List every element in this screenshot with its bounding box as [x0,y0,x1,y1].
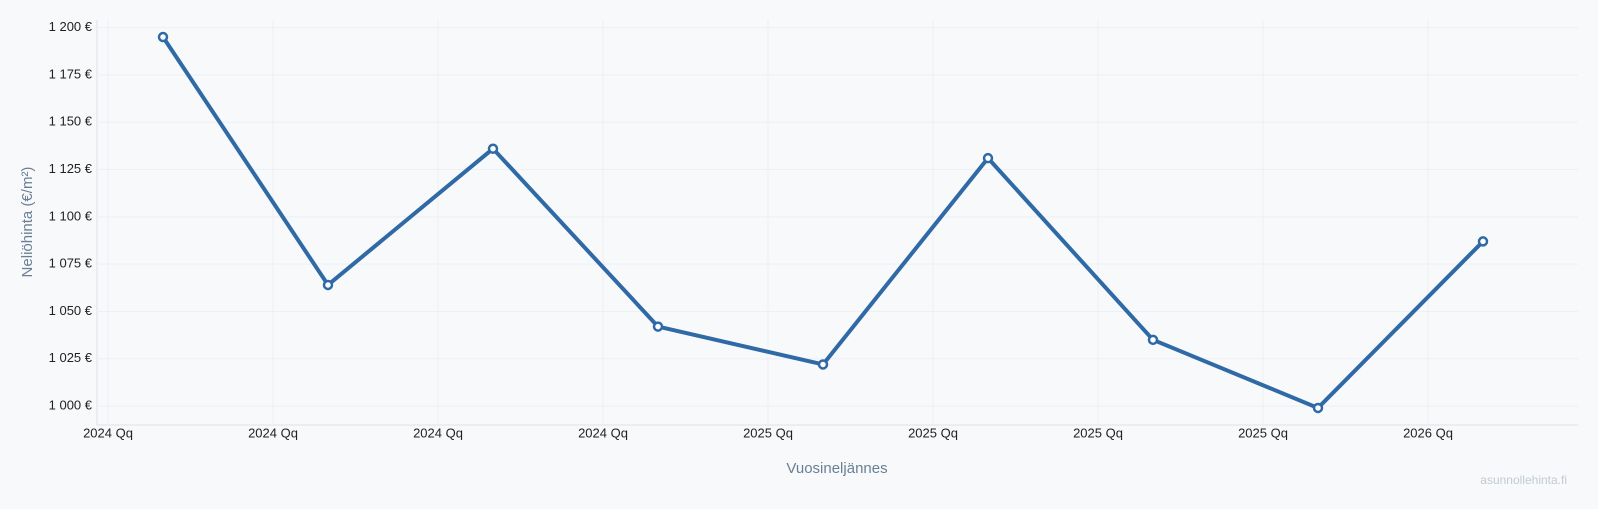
x-axis-title: Vuosineljännes [786,460,887,477]
point [1477,236,1489,247]
x-tick-label: 2024 Qq [413,425,463,440]
x-tick-label: 2026 Qq [1403,425,1453,440]
point [652,321,664,332]
y-tick-label: 1 175 € [49,66,93,81]
y-tick-label: 1 000 € [49,398,93,413]
watermark: asunnollehinta.fi [1480,473,1567,487]
y-tick-label: 1 075 € [49,256,93,271]
x-tick-label: 2024 Qq [83,425,133,440]
point [322,279,334,291]
x-tick-label: 2025 Qq [1073,425,1123,440]
y-tick-label: 1 200 € [49,19,93,34]
point [817,359,829,370]
point [487,143,499,154]
y-tick-label: 1 050 € [49,303,93,318]
y-tick-label: 1 150 € [49,114,93,129]
y-tick-label: 1 125 € [49,161,93,176]
point [1147,334,1159,346]
line [161,35,1485,410]
x-tick-label: 2024 Qq [248,425,298,440]
point [1312,402,1324,414]
x-tick-label: 2025 Qq [908,425,958,440]
x-tick-label: 2025 Qq [743,425,793,440]
y-tick-label: 1 100 € [49,208,93,223]
y-tick-label: 1 025 € [49,350,93,365]
x-tick-label: 2024 Qq [578,425,628,440]
point [982,152,994,164]
y-axis-title: Neliöhinta (€/m²) [19,167,36,278]
x-tick-label: 2025 Qq [1238,425,1288,440]
point [157,31,169,43]
